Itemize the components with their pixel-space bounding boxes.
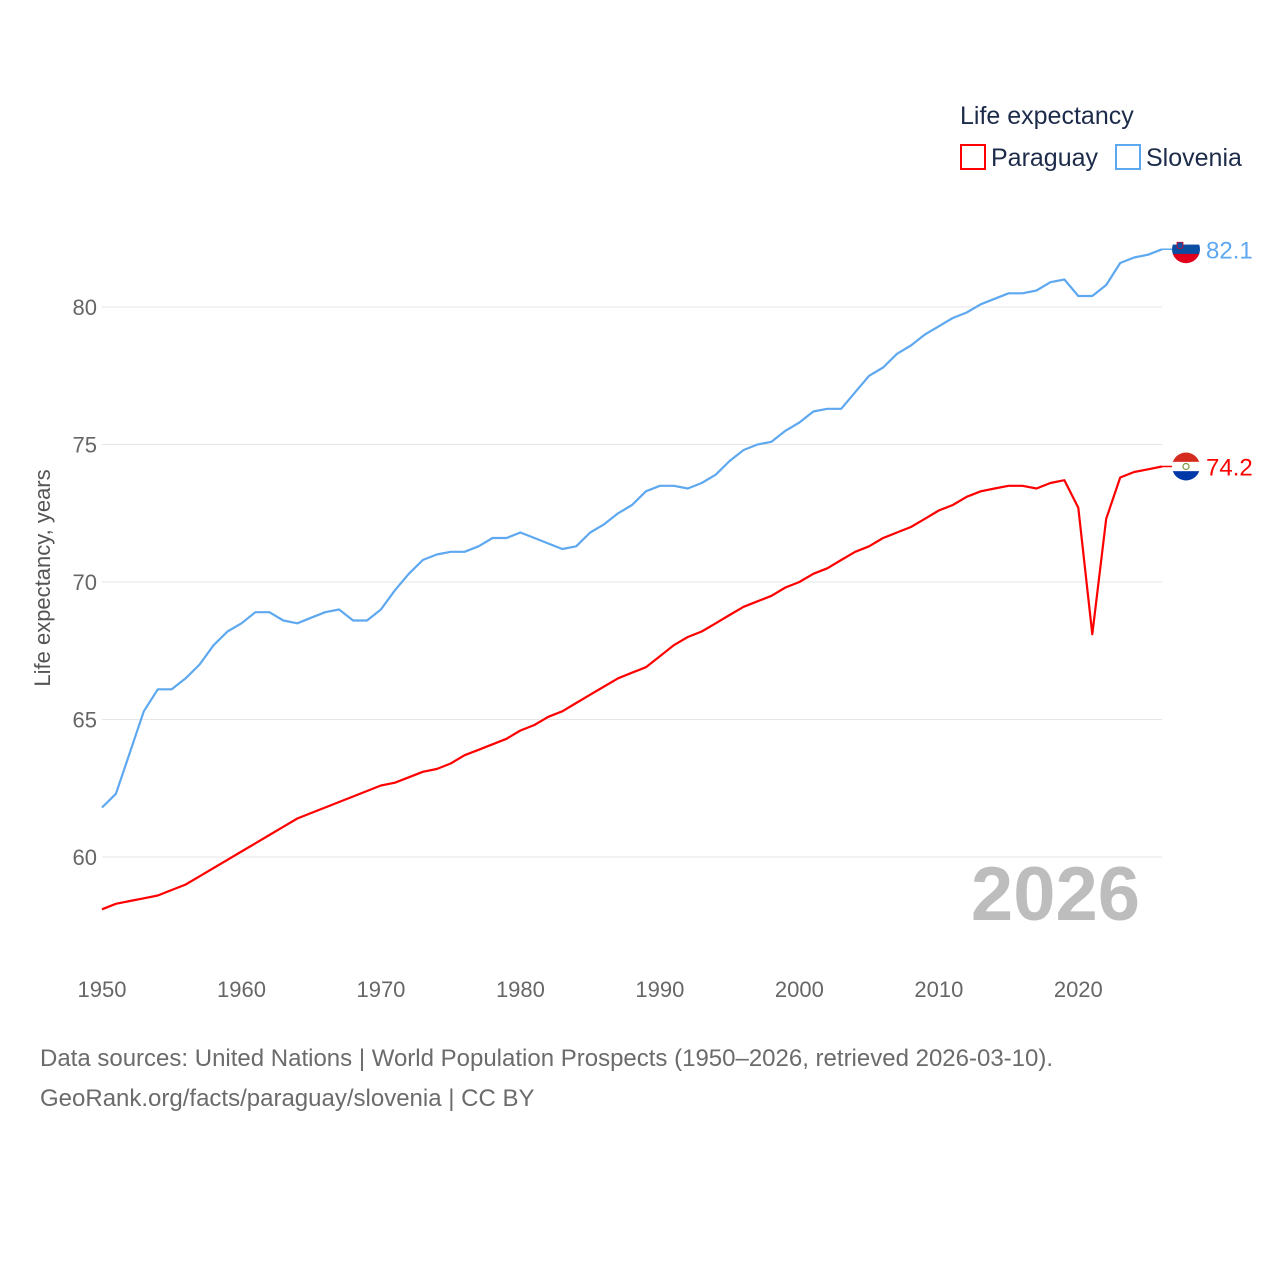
- flag-stripe: [1172, 235, 1200, 246]
- year-overlay: 2026: [971, 852, 1140, 937]
- legend-swatch-slovenia: [1115, 144, 1141, 170]
- x-tick-label: 2000: [775, 977, 824, 1002]
- flag-stripe: [1172, 471, 1200, 481]
- flag-paraguay-icon: [1172, 452, 1200, 481]
- x-tick-label: 1970: [356, 977, 405, 1002]
- footer-sources: Data sources: United Nations | World Pop…: [40, 1045, 1054, 1072]
- end-value-label-paraguay: 74.2: [1206, 455, 1253, 482]
- x-tick-label: 1950: [78, 977, 127, 1002]
- legend-title: Life expectancy: [960, 102, 1134, 130]
- legend-item-paraguay[interactable]: Paraguay: [960, 144, 1099, 172]
- legend-label-paraguay: Paraguay: [991, 144, 1099, 172]
- end-value-label-slovenia: 82.1: [1206, 237, 1253, 264]
- y-axis-label: Life expectancy, years: [30, 469, 55, 686]
- legend-swatch-paraguay: [960, 144, 986, 170]
- series-line-slovenia: [101, 248, 1163, 809]
- y-tick-label: 80: [73, 295, 97, 320]
- flag-stripe: [1172, 244, 1200, 255]
- flag-crest: [1176, 241, 1184, 250]
- y-tick-label: 65: [73, 708, 97, 733]
- x-tick-label: 1980: [496, 977, 545, 1002]
- x-tick-label: 1990: [635, 977, 684, 1002]
- legend-item-slovenia[interactable]: Slovenia: [1115, 144, 1242, 172]
- x-tick-label: 1960: [217, 977, 266, 1002]
- y-tick-label: 70: [73, 570, 97, 595]
- legend-label-slovenia: Slovenia: [1146, 144, 1242, 172]
- flag-stripe: [1172, 253, 1200, 264]
- x-tick-label: 2020: [1054, 977, 1103, 1002]
- y-tick-label: 75: [73, 433, 97, 458]
- y-tick-label: 60: [73, 845, 97, 870]
- flag-slovenia-icon: [1172, 235, 1200, 264]
- series-line-paraguay: [101, 465, 1163, 911]
- life-expectancy-chart: 60 65 70 75 80 1950 1960 1970 1980 1990 2000 2010 2…: [30, 102, 1253, 1002]
- flag-stripe: [1172, 461, 1200, 472]
- x-tick-label: 2010: [914, 977, 963, 1002]
- footer-link[interactable]: GeoRank.org/facts/paraguay/slovenia | CC…: [40, 1085, 535, 1112]
- flag-emblem: [1182, 462, 1190, 471]
- flag-stripe: [1172, 452, 1200, 463]
